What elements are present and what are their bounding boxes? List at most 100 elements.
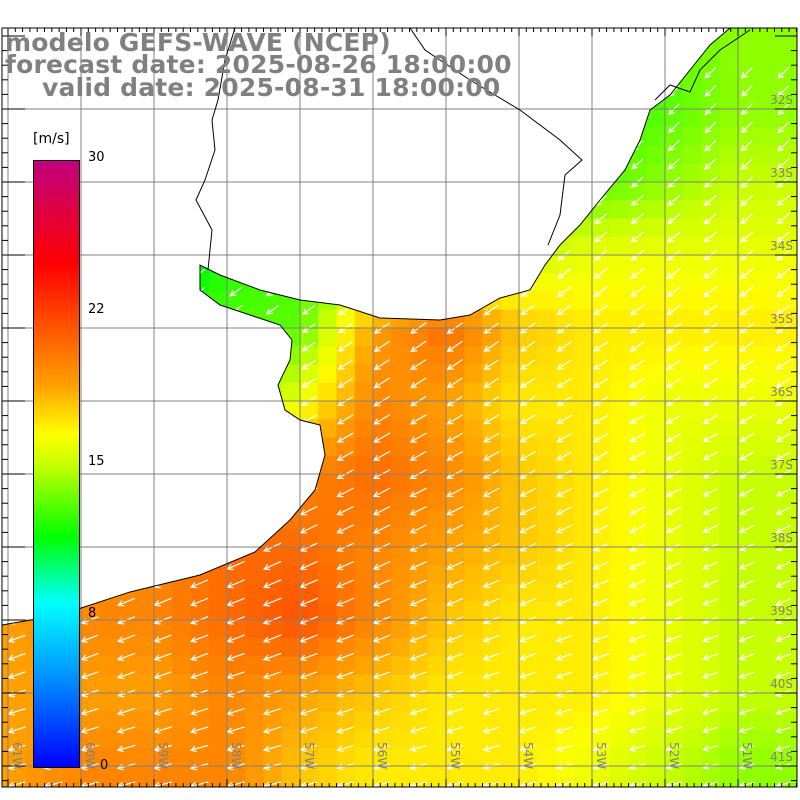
speed-cell bbox=[738, 0, 757, 18]
wind-arrow bbox=[226, 505, 245, 516]
speed-cell bbox=[135, 547, 155, 566]
speed-cell bbox=[190, 127, 210, 146]
speed-cell bbox=[427, 437, 447, 457]
speed-cell bbox=[537, 309, 556, 329]
speed-cell bbox=[117, 528, 137, 548]
speed-cell bbox=[519, 127, 538, 146]
speed-cell bbox=[646, 510, 666, 530]
speed-cell bbox=[99, 236, 118, 256]
wind-arrow bbox=[8, 524, 26, 534]
wind-arrow bbox=[666, 341, 682, 352]
speed-cell bbox=[610, 620, 629, 639]
speed-cell bbox=[281, 510, 301, 530]
speed-cell bbox=[391, 236, 410, 256]
wind-arrow bbox=[226, 744, 245, 753]
speed-cell bbox=[701, 236, 721, 256]
speed-cell bbox=[646, 674, 666, 694]
speed-cell bbox=[373, 601, 392, 621]
speed-cell bbox=[646, 309, 666, 329]
wind-arrow bbox=[11, 85, 23, 97]
wind-arrow bbox=[372, 524, 391, 534]
speed-cell bbox=[81, 565, 100, 584]
speed-cell bbox=[665, 784, 684, 787]
speed-cell bbox=[300, 656, 319, 676]
wind-arrow bbox=[372, 487, 391, 498]
speed-cell bbox=[263, 291, 283, 311]
wind-arrow bbox=[777, 85, 790, 97]
wind-arrow bbox=[522, 121, 534, 134]
speed-cell bbox=[592, 674, 611, 694]
wind-arrow bbox=[666, 304, 682, 316]
speed-cell bbox=[409, 656, 429, 676]
speed-cell bbox=[245, 474, 264, 493]
speed-cell bbox=[482, 547, 502, 566]
speed-cell bbox=[190, 474, 210, 493]
speed-cell bbox=[446, 747, 465, 767]
speed-cell bbox=[0, 0, 9, 18]
wind-arrow bbox=[775, 451, 791, 461]
speed-cell bbox=[573, 291, 593, 311]
speed-cell bbox=[738, 766, 757, 785]
speed-cell bbox=[172, 510, 191, 530]
speed-cell bbox=[8, 547, 27, 566]
wind-arrow bbox=[702, 745, 719, 752]
speed-cell bbox=[354, 528, 374, 548]
speed-cell bbox=[573, 182, 593, 201]
speed-cell bbox=[117, 255, 137, 274]
speed-cell bbox=[573, 656, 593, 676]
speed-cell bbox=[519, 638, 538, 657]
speed-cell bbox=[592, 492, 611, 511]
speed-cell bbox=[628, 145, 648, 165]
speed-cell bbox=[592, 236, 611, 256]
speed-cell bbox=[427, 291, 447, 311]
speed-cell bbox=[245, 693, 264, 712]
speed-cell bbox=[190, 492, 210, 511]
speed-cell bbox=[427, 346, 447, 365]
wind-arrow bbox=[336, 708, 354, 716]
speed-cell bbox=[774, 510, 794, 530]
speed-cell bbox=[190, 528, 210, 548]
lat-label: 39S bbox=[770, 604, 793, 618]
speed-cell bbox=[701, 291, 721, 311]
speed-cell bbox=[373, 0, 392, 18]
wind-arrow bbox=[482, 708, 500, 716]
wind-arrow bbox=[84, 232, 96, 242]
speed-cell bbox=[646, 291, 666, 311]
wind-arrow bbox=[373, 432, 391, 443]
speed-cell bbox=[719, 419, 739, 438]
speed-cell bbox=[99, 401, 118, 420]
speed-cell bbox=[610, 145, 629, 165]
speed-cell bbox=[81, 255, 100, 274]
wind-arrow bbox=[485, 213, 498, 225]
speed-cell bbox=[775, 0, 794, 18]
graticule bbox=[2, 28, 797, 787]
speed-cell bbox=[592, 54, 611, 73]
speed-cell bbox=[482, 693, 502, 712]
speed-cell bbox=[373, 236, 392, 256]
speed-cell bbox=[172, 455, 191, 475]
wind-arrow bbox=[702, 524, 718, 534]
speed-cell bbox=[610, 601, 629, 621]
speed-cell bbox=[263, 620, 283, 639]
speed-cell bbox=[263, 583, 283, 603]
speed-cell bbox=[208, 528, 228, 548]
wind-arrow bbox=[372, 652, 391, 661]
speed-cell bbox=[354, 109, 374, 128]
speed-cell bbox=[354, 218, 374, 238]
wind-arrow bbox=[776, 194, 790, 207]
speed-cell bbox=[701, 510, 721, 530]
wind-arrow bbox=[7, 652, 26, 661]
speed-cell bbox=[500, 784, 520, 787]
wind-arrow bbox=[629, 451, 645, 461]
speed-cell bbox=[354, 163, 374, 183]
speed-cell bbox=[245, 565, 264, 584]
speed-cell bbox=[117, 638, 137, 657]
speed-cell bbox=[573, 36, 593, 55]
speed-cell bbox=[427, 674, 447, 694]
wind-arrow bbox=[775, 634, 792, 643]
speed-cell bbox=[500, 401, 520, 420]
speed-cell bbox=[81, 200, 100, 219]
speed-cell bbox=[573, 784, 593, 787]
speed-cell bbox=[8, 656, 27, 676]
speed-cell bbox=[227, 747, 246, 767]
